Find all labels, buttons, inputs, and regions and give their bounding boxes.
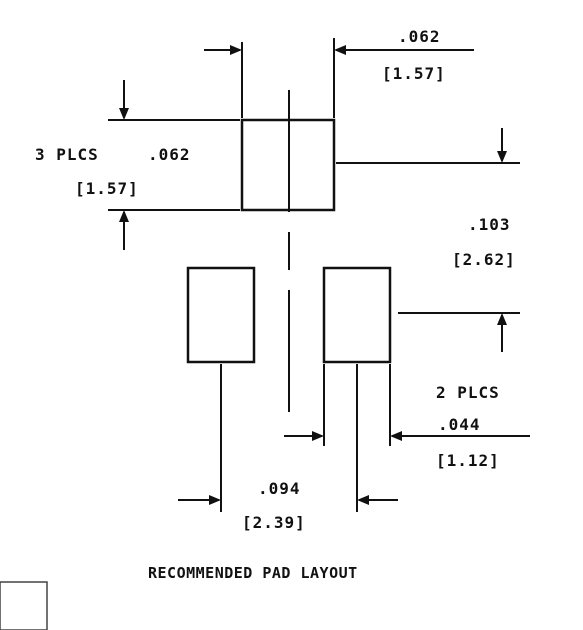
gap-inch-label: .103 xyxy=(468,215,511,234)
height-mm-label: [1.57] xyxy=(75,179,139,198)
pad-width-mm-label: [1.12] xyxy=(436,451,500,470)
pitch-dimension xyxy=(178,364,398,512)
pitch-mm-label: [2.39] xyxy=(242,513,306,532)
gap-mm-label: [2.62] xyxy=(452,250,516,269)
pad-width-dimension xyxy=(284,364,530,446)
pitch-inch-label: .094 xyxy=(258,479,301,498)
top-width-inch-label: .062 xyxy=(398,27,441,46)
bottom-right-pad xyxy=(322,266,392,364)
gap-dimension xyxy=(336,128,520,352)
height-prefix-label: 3 PLCS xyxy=(35,145,99,164)
bottom-left-pad xyxy=(186,266,256,364)
corner-box xyxy=(0,581,48,630)
top-width-dimension xyxy=(204,38,474,118)
top-width-mm-label: [1.57] xyxy=(382,64,446,83)
pad-width-prefix-label: 2 PLCS xyxy=(436,383,500,402)
height-dimension xyxy=(108,80,240,250)
drawing-caption: RECOMMENDED PAD LAYOUT xyxy=(148,564,358,582)
pad-width-inch-label: .044 xyxy=(438,415,481,434)
height-inch-label: .062 xyxy=(148,145,191,164)
